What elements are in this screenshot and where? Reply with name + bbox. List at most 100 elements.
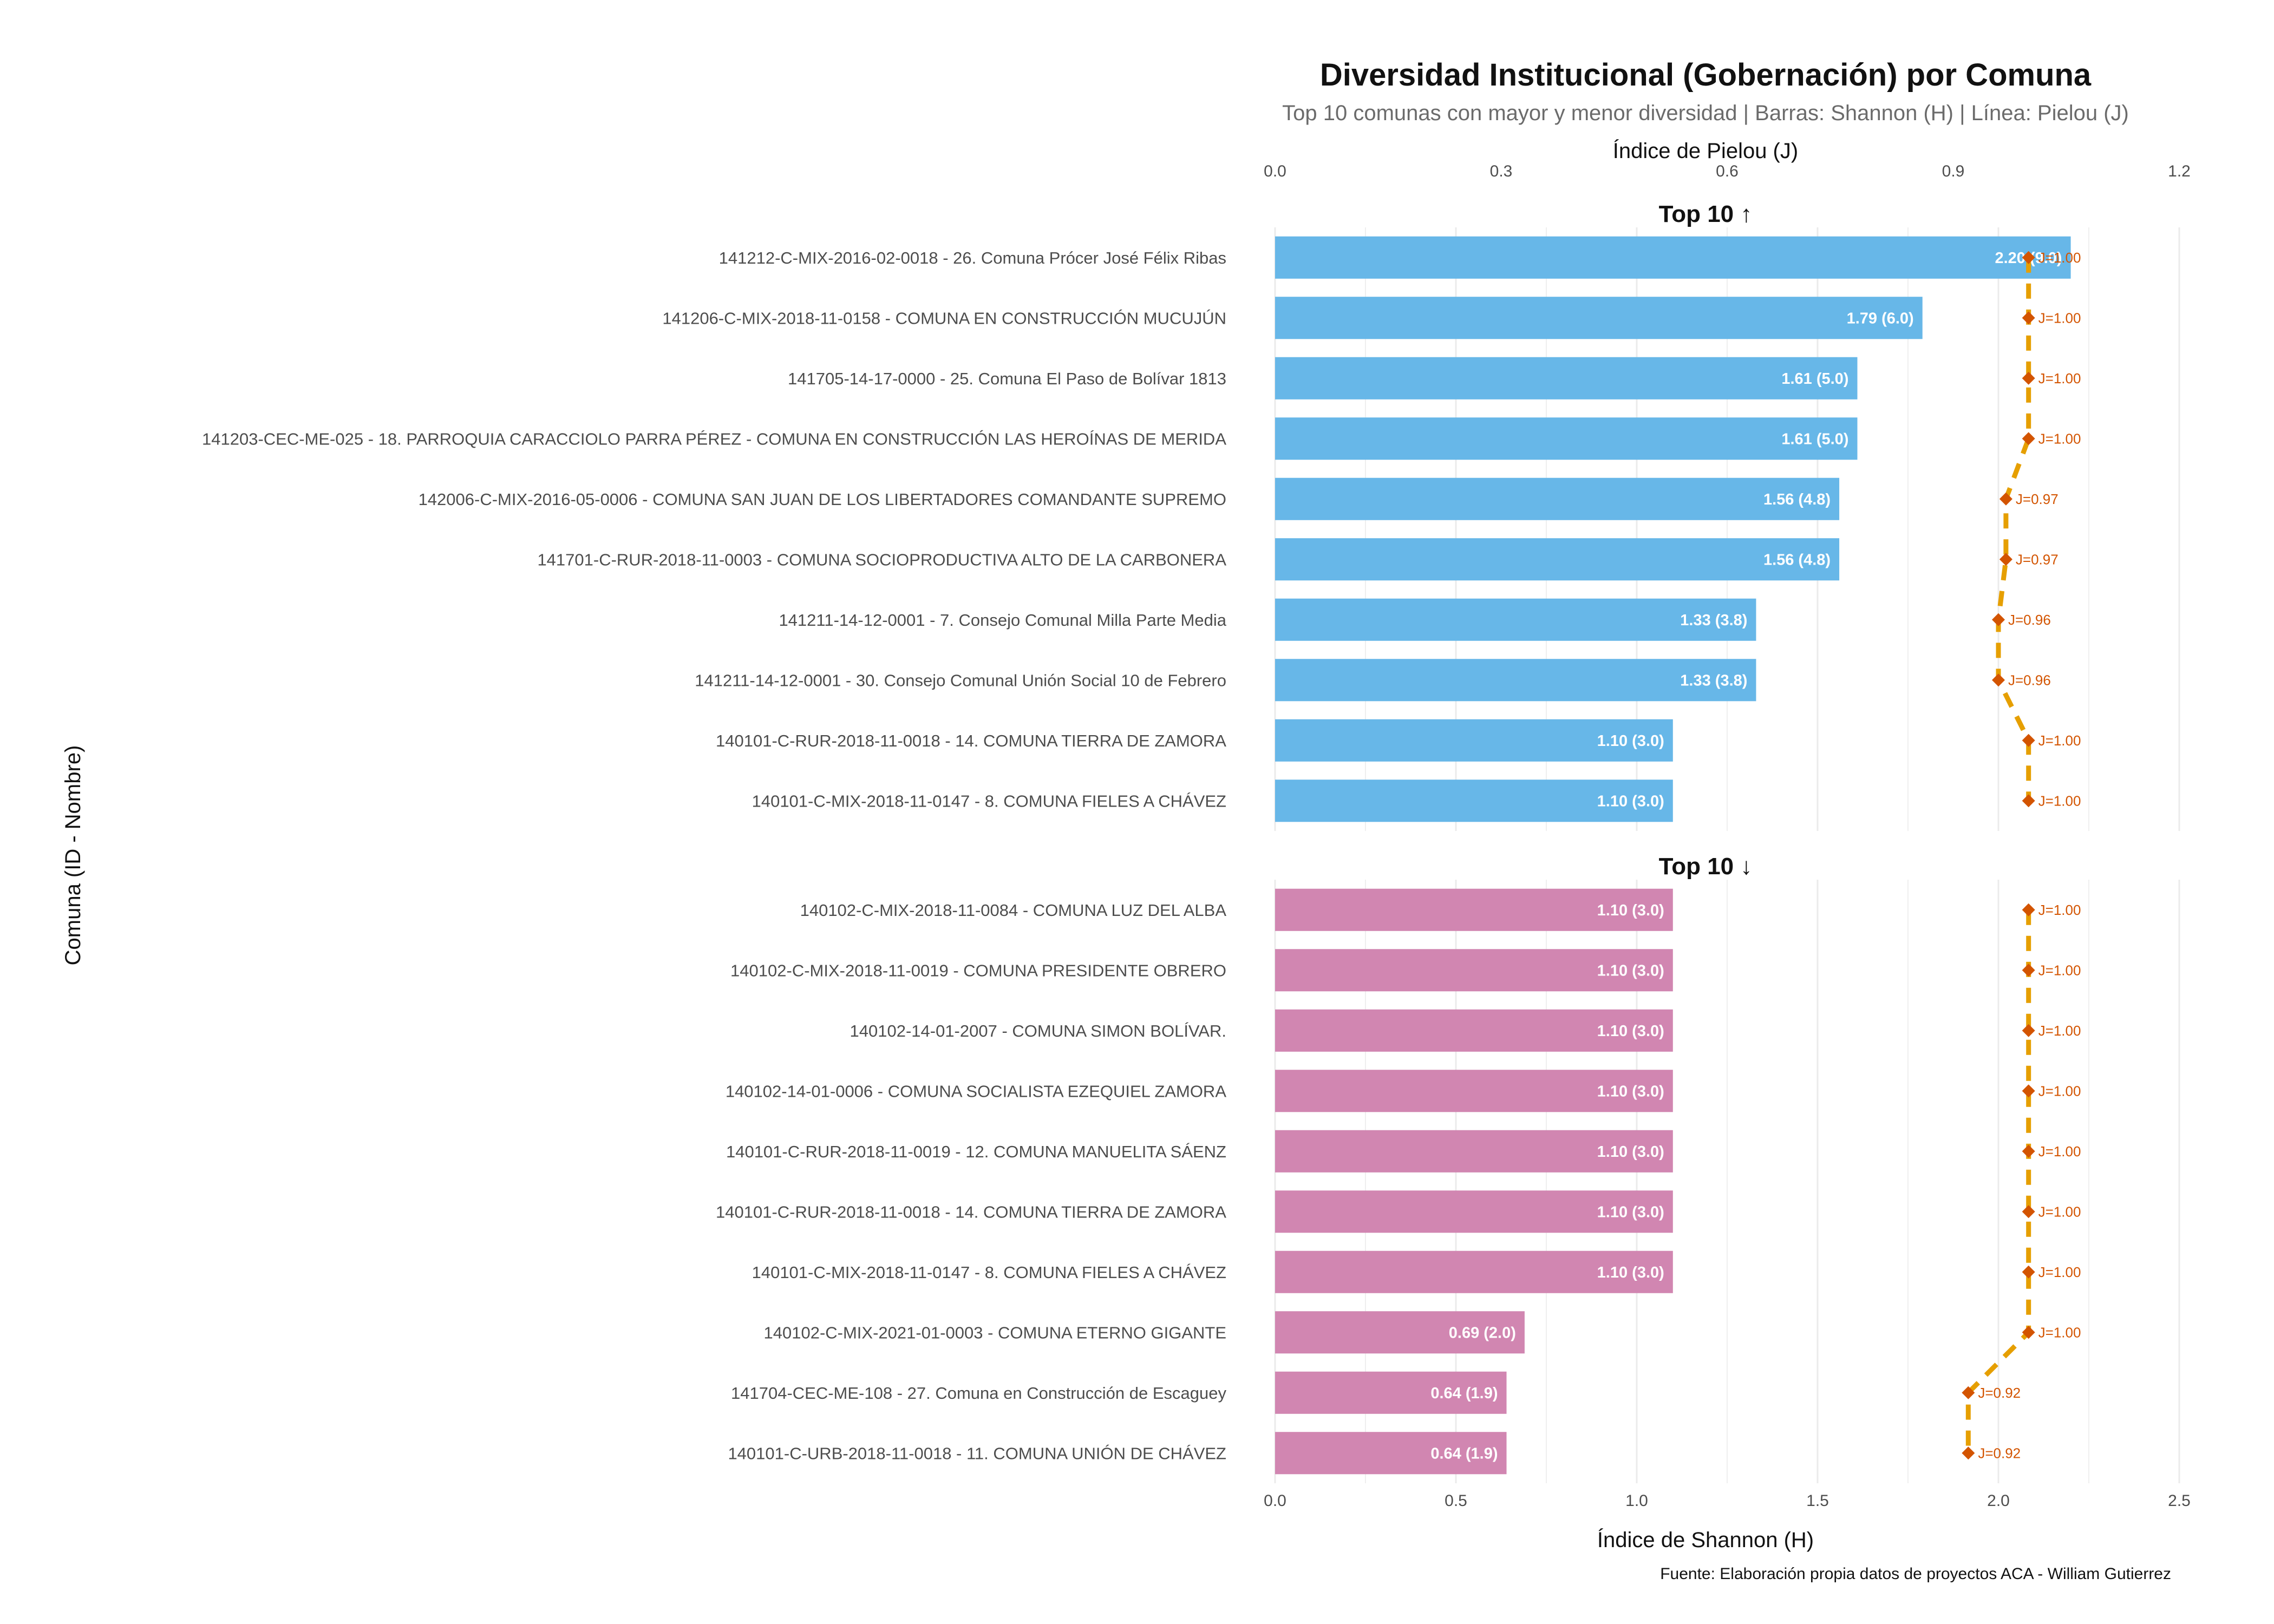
pielou-value-label: J=1.00: [2038, 250, 2081, 266]
shannon-bar: [1275, 1371, 1507, 1414]
pielou-point: [2022, 964, 2035, 977]
pielou-point: [2022, 1265, 2035, 1279]
pielou-value-label: J=0.97: [2016, 491, 2059, 507]
pielou-tick-label: 0.3: [1490, 162, 1513, 180]
bar-value-label: 1.10 (3.0): [1597, 1264, 1664, 1281]
pielou-point: [1962, 1446, 1975, 1460]
bar-value-label: 1.10 (3.0): [1597, 902, 1664, 919]
pielou-point: [2022, 903, 2035, 916]
bar-value-label: 0.69 (2.0): [1449, 1324, 1516, 1341]
chart-caption: Fuente: Elaboración propia datos de proy…: [1660, 1565, 2171, 1583]
y-axis-title: Comuna (ID - Nombre): [61, 745, 85, 966]
shannon-tick-label: 2.0: [1987, 1492, 2010, 1510]
facet-title: Top 10 ↑: [1659, 201, 1753, 227]
pielou-point: [1999, 492, 2012, 506]
shannon-bar: [1275, 357, 1858, 400]
pielou-point: [1992, 613, 2005, 626]
shannon-bar: [1275, 1250, 1673, 1293]
bar-value-label: 1.10 (3.0): [1597, 793, 1664, 810]
pielou-value-label: J=0.96: [2008, 612, 2051, 628]
pielou-value-label: J=1.00: [2038, 1023, 2081, 1039]
pielou-point: [2022, 734, 2035, 747]
category-label: 140101-C-URB-2018-11-0018 - 11. COMUNA U…: [728, 1444, 1226, 1463]
pielou-point: [2022, 794, 2035, 808]
pielou-point: [1999, 553, 2012, 566]
shannon-bar: [1275, 949, 1673, 992]
bar-value-label: 1.56 (4.8): [1763, 491, 1831, 508]
facet-panel: Top 10 ↑ 141212-C-MIX-2016-02-0018 - 26. …: [202, 201, 2180, 831]
facet-title: Top 10 ↓: [1659, 853, 1753, 880]
pielou-value-label: J=1.00: [2038, 962, 2081, 978]
pielou-value-label: J=1.00: [2038, 1264, 2081, 1280]
pielou-value-label: J=1.00: [2038, 793, 2081, 809]
shannon-bar: [1275, 538, 1840, 581]
pielou-value-label: J=1.00: [2038, 1083, 2081, 1099]
pielou-tick-label: 0.0: [1264, 162, 1286, 180]
pielou-tick-label: 1.2: [2168, 162, 2191, 180]
shannon-bar: [1275, 888, 1673, 931]
bar-value-label: 1.10 (3.0): [1597, 1023, 1664, 1040]
pielou-value-label: J=1.00: [2038, 310, 2081, 326]
pielou-point: [2022, 1205, 2035, 1219]
bars: 141212-C-MIX-2016-02-0018 - 26. Comuna P…: [202, 236, 2071, 822]
category-label: 141701-C-RUR-2018-11-0003 - COMUNA SOCIO…: [537, 550, 1226, 569]
pielou-point: [2022, 1144, 2035, 1158]
shannon-tick-label: 2.5: [2168, 1492, 2191, 1510]
category-label: 141211-14-12-0001 - 30. Consejo Comunal …: [695, 671, 1226, 690]
pielou-value-label: J=0.92: [1978, 1445, 2021, 1461]
pielou-tick-label: 0.6: [1716, 162, 1739, 180]
shannon-bar: [1275, 598, 1756, 641]
shannon-bar: [1275, 297, 1923, 339]
pielou-point: [2022, 432, 2035, 446]
category-label: 140102-14-01-2007 - COMUNA SIMON BOLÍVAR…: [850, 1021, 1227, 1040]
category-label: 140101-C-MIX-2018-11-0147 - 8. COMUNA FI…: [752, 791, 1226, 810]
bar-value-label: 0.64 (1.9): [1430, 1445, 1498, 1462]
bars: 140102-C-MIX-2018-11-0084 - COMUNA LUZ D…: [716, 888, 1673, 1475]
pielou-value-label: J=1.00: [2038, 902, 2081, 918]
category-label: 141203-CEC-ME-025 - 18. PARROQUIA CARACC…: [202, 429, 1226, 448]
pielou-line: [1965, 909, 2031, 1453]
chart-subtitle: Top 10 comunas con mayor y menor diversi…: [1282, 101, 2129, 125]
category-label: 141704-CEC-ME-108 - 27. Comuna en Constr…: [731, 1384, 1226, 1403]
pielou-value-label: J=1.00: [2038, 430, 2081, 447]
category-label: 140101-C-MIX-2018-11-0147 - 8. COMUNA FI…: [752, 1263, 1226, 1282]
pielou-value-label: J=0.92: [1978, 1385, 2021, 1401]
shannon-bar: [1275, 236, 2071, 279]
shannon-bar: [1275, 659, 1756, 702]
bar-value-label: 1.10 (3.0): [1597, 1203, 1664, 1221]
shannon-tick-label: 0.0: [1264, 1492, 1286, 1510]
category-label: 140102-C-MIX-2018-11-0084 - COMUNA LUZ D…: [800, 901, 1227, 920]
category-label: 140101-C-RUR-2018-11-0019 - 12. COMUNA M…: [726, 1142, 1226, 1161]
shannon-axis-ticks: 0.0 0.5 1.0 1.5 2.0 2.5: [1264, 1492, 2191, 1510]
bar-value-label: 1.33 (3.8): [1680, 612, 1747, 629]
bar-value-label: 1.61 (5.0): [1781, 370, 1848, 388]
pielou-value-label: J=1.00: [2038, 732, 2081, 749]
pielou-point: [2022, 1084, 2035, 1098]
category-label: 141705-14-17-0000 - 25. Comuna El Paso d…: [788, 369, 1226, 388]
shannon-bar: [1275, 1130, 1673, 1173]
chart-title: Diversidad Institucional (Gobernación) p…: [1320, 57, 2092, 93]
pielou-points: J=1.00 J=1.00 J=1.00 J=1.00 J=0.97 J=0.97 J=0.…: [1992, 250, 2081, 809]
shannon-bar: [1275, 1311, 1525, 1354]
pielou-line: [1996, 257, 2031, 801]
category-label: 141212-C-MIX-2016-02-0018 - 26. Comuna P…: [719, 248, 1226, 267]
category-label: 140102-C-MIX-2018-11-0019 - COMUNA PRESI…: [730, 961, 1226, 980]
bar-value-label: 1.33 (3.8): [1680, 672, 1747, 689]
category-label: 140101-C-RUR-2018-11-0018 - 14. COMUNA T…: [716, 1202, 1226, 1221]
bar-value-label: 1.61 (5.0): [1781, 430, 1848, 448]
pielou-point: [2022, 251, 2035, 264]
pielou-axis-title: Índice de Pielou (J): [1613, 139, 1798, 163]
shannon-bar: [1275, 1190, 1673, 1233]
shannon-bar: [1275, 719, 1673, 762]
category-label: 140102-14-01-0006 - COMUNA SOCIALISTA EZ…: [726, 1082, 1226, 1101]
shannon-bar: [1275, 1070, 1673, 1112]
bar-value-label: 0.64 (1.9): [1430, 1385, 1498, 1402]
pielou-tick-label: 0.9: [1942, 162, 1965, 180]
pielou-value-label: J=1.00: [2038, 1203, 2081, 1220]
bar-value-label: 1.10 (3.0): [1597, 732, 1664, 750]
pielou-point: [2022, 311, 2035, 325]
category-label: 141211-14-12-0001 - 7. Consejo Comunal M…: [779, 611, 1226, 630]
category-label: 141206-C-MIX-2018-11-0158 - COMUNA EN CO…: [662, 309, 1226, 328]
shannon-tick-label: 1.5: [1806, 1492, 1829, 1510]
